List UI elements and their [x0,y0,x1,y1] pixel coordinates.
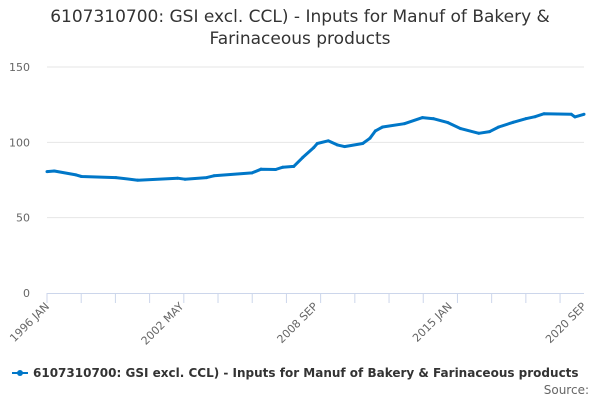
data-point [402,122,406,126]
x-tick-label: 2008 SEP [275,300,321,346]
data-point [315,142,319,146]
data-point [176,176,180,180]
data-point [497,125,501,129]
legend-line-icon [12,370,28,376]
data-point [421,116,425,120]
data-point [569,112,573,116]
data-point [459,127,463,131]
data-point [259,167,263,171]
series-line [46,112,585,182]
data-point [511,120,515,124]
data-point [524,117,528,121]
legend-label: 6107310700: GSI excl. CCL) - Inputs for … [33,366,579,380]
y-tick-label: 50 [16,212,30,225]
data-point [45,170,49,174]
legend-item[interactable]: 6107310700: GSI excl. CCL) - Inputs for … [12,366,579,380]
data-point [212,174,216,178]
data-point [542,112,546,116]
data-point [301,155,305,159]
data-point [582,112,586,116]
data-point [431,117,435,121]
data-point [74,173,78,177]
data-point [292,164,296,168]
x-tick-label: 2015 JAN [410,300,455,345]
data-point [250,171,254,175]
data-point [281,165,285,169]
data-point [114,176,118,180]
chart-title: 6107310700: GSI excl. CCL) - Inputs for … [50,7,550,49]
data-point [488,130,492,134]
data-point [79,175,83,179]
y-tick-label: 0 [23,287,30,300]
data-point [361,142,365,146]
data-point [381,125,385,129]
x-tick-label: 2020 SEP [543,300,589,346]
data-point [335,143,339,147]
x-tick-label: 2002 MAY [139,300,187,348]
data-point [312,146,316,150]
data-point [274,167,278,171]
data-point [373,129,377,133]
data-point [205,176,209,180]
data-point [136,178,140,182]
y-tick-label: 100 [9,136,30,149]
y-tick-label: 150 [9,61,30,74]
data-point [343,145,347,149]
data-point [326,139,330,143]
data-point [183,177,187,181]
x-tick-label: 1996 JAN [7,300,52,345]
data-point [573,115,577,119]
data-point [446,121,450,125]
data-point [533,115,537,119]
data-point [477,131,481,135]
data-point [368,136,372,140]
source-label: Source: [543,383,589,397]
data-point [52,169,56,173]
